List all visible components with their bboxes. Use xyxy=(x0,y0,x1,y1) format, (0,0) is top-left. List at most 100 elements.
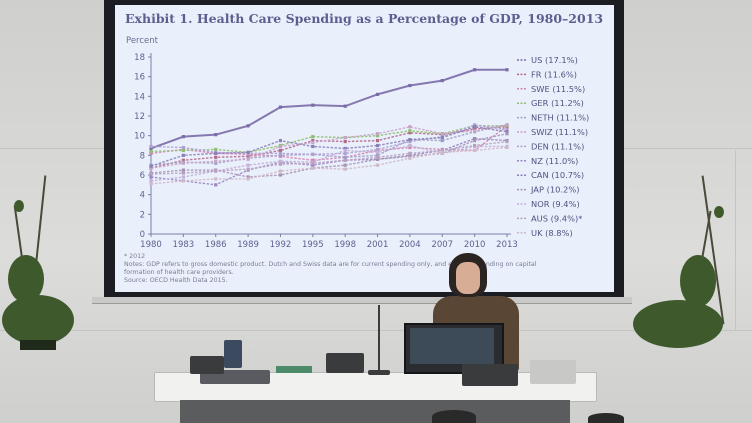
desk-hub xyxy=(530,360,576,384)
series-point xyxy=(278,159,283,163)
series-point xyxy=(440,136,444,140)
series-line xyxy=(150,144,507,182)
series-point xyxy=(408,151,412,155)
series-point xyxy=(246,157,250,161)
y-tick-label: 6 xyxy=(140,171,145,181)
series-point xyxy=(375,163,380,167)
desk-phone xyxy=(462,364,518,386)
series-point xyxy=(375,155,380,159)
series-point xyxy=(375,143,380,148)
series-point xyxy=(278,105,283,109)
series-point xyxy=(343,148,347,153)
series-point xyxy=(214,155,218,159)
y-tick-label: 12 xyxy=(134,112,145,122)
series-point xyxy=(311,140,315,145)
x-tick-label: 2010 xyxy=(464,240,486,250)
series-point xyxy=(311,144,315,149)
series-point xyxy=(149,164,153,168)
series-point xyxy=(375,134,380,138)
series-point xyxy=(473,148,477,153)
series-line xyxy=(150,124,508,166)
chart-y-unit-label: Percent xyxy=(126,36,158,46)
microphone-stand xyxy=(378,305,380,373)
series-line xyxy=(150,124,508,156)
potted-plant-right xyxy=(633,300,723,348)
x-tick-label: 1998 xyxy=(334,240,356,250)
series-point xyxy=(505,130,509,134)
series-point xyxy=(278,138,283,143)
control-panel xyxy=(326,353,364,373)
series-point xyxy=(181,145,185,150)
audience-head xyxy=(432,410,476,423)
plant-foliage xyxy=(8,255,44,303)
legend-entry: AUS (9.4%)* xyxy=(531,213,582,223)
series-point xyxy=(408,131,412,135)
series-point xyxy=(473,138,477,143)
microphone-base xyxy=(368,370,390,375)
series-point xyxy=(181,171,185,175)
series-point xyxy=(181,179,185,183)
series-point xyxy=(375,147,380,152)
series-point xyxy=(149,182,153,186)
desk-front-panel xyxy=(180,400,570,423)
series-point xyxy=(214,133,218,137)
series-point xyxy=(505,128,509,132)
series-line xyxy=(150,125,507,154)
legend-entry: SWIZ (11.1%) xyxy=(531,127,588,137)
series-point xyxy=(343,155,347,159)
series-point xyxy=(440,132,444,136)
legend-entry: NETH (11.1%) xyxy=(531,113,589,123)
x-tick-label: 1995 xyxy=(302,240,324,250)
series-point xyxy=(278,153,283,157)
series-point xyxy=(375,157,380,161)
series-point xyxy=(311,158,315,162)
series-point xyxy=(473,127,477,131)
series-line xyxy=(150,124,508,169)
series-point xyxy=(343,104,347,108)
series-point xyxy=(278,169,283,173)
series-point xyxy=(408,154,412,158)
plant-foliage xyxy=(680,255,716,307)
series-point xyxy=(278,148,283,153)
series-point xyxy=(149,149,153,153)
series-point xyxy=(181,158,185,162)
series-point xyxy=(375,132,380,136)
series-point xyxy=(473,125,477,129)
series-point xyxy=(375,150,380,154)
desk-speaker xyxy=(224,340,242,368)
legend-entry: GER (11.2%) xyxy=(531,98,584,108)
x-tick-label: 2013 xyxy=(496,240,518,250)
series-point xyxy=(246,150,250,154)
series-point xyxy=(343,151,347,155)
series-point xyxy=(181,153,185,157)
y-tick-label: 18 xyxy=(134,53,145,63)
desk-device xyxy=(190,356,224,374)
series-point xyxy=(473,137,477,141)
series-point xyxy=(311,138,315,143)
series-point xyxy=(375,92,380,96)
slide-notes: * 2012 Notes: GDP refers to gross domest… xyxy=(124,253,604,285)
series-point xyxy=(473,143,477,148)
series-point xyxy=(181,135,185,139)
series-point xyxy=(149,175,153,179)
x-tick-label: 2001 xyxy=(367,240,389,250)
y-tick-label: 14 xyxy=(134,92,145,102)
series-point xyxy=(311,161,315,165)
series-point xyxy=(440,150,444,154)
series-point xyxy=(408,83,412,88)
series-point xyxy=(408,139,412,144)
y-tick-label: 8 xyxy=(140,151,145,161)
series-point xyxy=(473,68,477,72)
series-point xyxy=(408,145,412,150)
series-point xyxy=(246,124,250,128)
legend-entry: CAN (10.7%) xyxy=(531,170,584,180)
series-point xyxy=(375,153,380,157)
series-point xyxy=(408,156,412,160)
legend-entry: JAP (10.2%) xyxy=(530,185,579,195)
series-point xyxy=(343,167,347,171)
series-point xyxy=(278,173,283,177)
series-point xyxy=(408,138,412,142)
wall-panel-seam xyxy=(624,148,752,149)
series-line xyxy=(150,126,508,167)
series-point xyxy=(149,172,153,176)
